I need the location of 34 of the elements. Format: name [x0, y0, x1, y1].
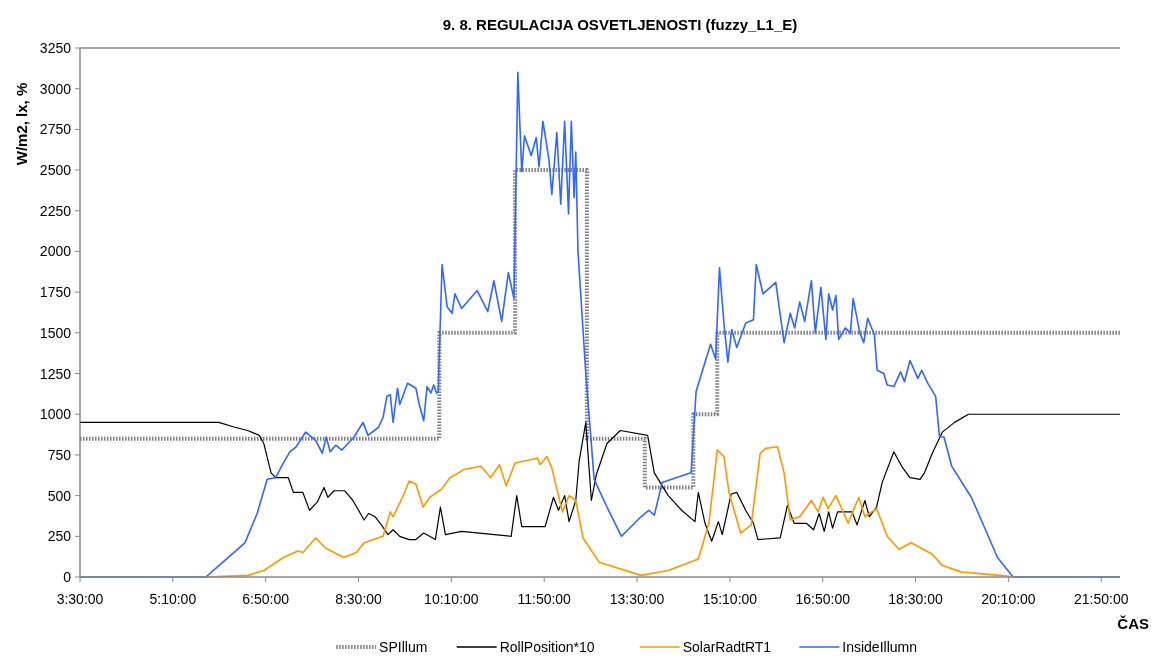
y-axis-title: W/m2, lx, % [13, 82, 30, 166]
y-tick-label: 3000 [39, 80, 72, 97]
x-tick-label: 18:30:00 [888, 591, 944, 607]
x-tick-label: 8:30:00 [335, 591, 383, 607]
y-tick-label: 500 [47, 487, 72, 504]
chart-title: 9. 8. REGULACIJA OSVETLJENOSTI (fuzzy_L1_E) [442, 16, 798, 33]
y-tick-label: 250 [47, 528, 72, 545]
x-tick-label: 13:30:00 [609, 591, 665, 607]
x-tick-label: 10:10:00 [424, 591, 479, 607]
x-tick-label: 20:10:00 [981, 591, 1036, 607]
y-tick-label: 1750 [39, 284, 72, 301]
legend-label: RollPosition*10 [499, 639, 595, 655]
legend-label: InsideIllumn [842, 639, 917, 655]
x-tick-label: 5:10:00 [149, 591, 197, 607]
y-tick-label: 1000 [39, 406, 72, 423]
line-series [79, 413, 1121, 542]
x-axis-title: ČAS [1117, 615, 1149, 632]
y-tick-label: 750 [47, 446, 72, 463]
x-tick-label: 15:10:00 [702, 591, 758, 607]
x-tick-label: 3:30:00 [56, 591, 104, 607]
x-tick-label: 16:50:00 [795, 591, 851, 607]
x-tick-label: 21:50:00 [1073, 591, 1129, 607]
x-tick-label: 6:50:00 [242, 591, 290, 607]
y-tick-label: 2250 [39, 202, 72, 219]
y-tick-label: 0 [63, 569, 72, 585]
y-tick-label: 1500 [39, 324, 72, 341]
y-tick-label: 2000 [39, 243, 72, 260]
y-tick-label: 1250 [39, 365, 72, 382]
x-tick-label: 11:50:00 [517, 591, 572, 607]
y-tick-label: 3250 [39, 40, 72, 56]
legend-label: SPIllum [379, 639, 428, 655]
y-tick-label: 2500 [39, 162, 72, 179]
legend-label: SolarRadtRT1 [682, 639, 772, 655]
y-tick-label: 2750 [39, 121, 72, 138]
